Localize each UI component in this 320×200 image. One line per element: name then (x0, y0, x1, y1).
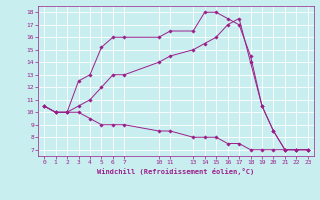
X-axis label: Windchill (Refroidissement éolien,°C): Windchill (Refroidissement éolien,°C) (97, 168, 255, 175)
